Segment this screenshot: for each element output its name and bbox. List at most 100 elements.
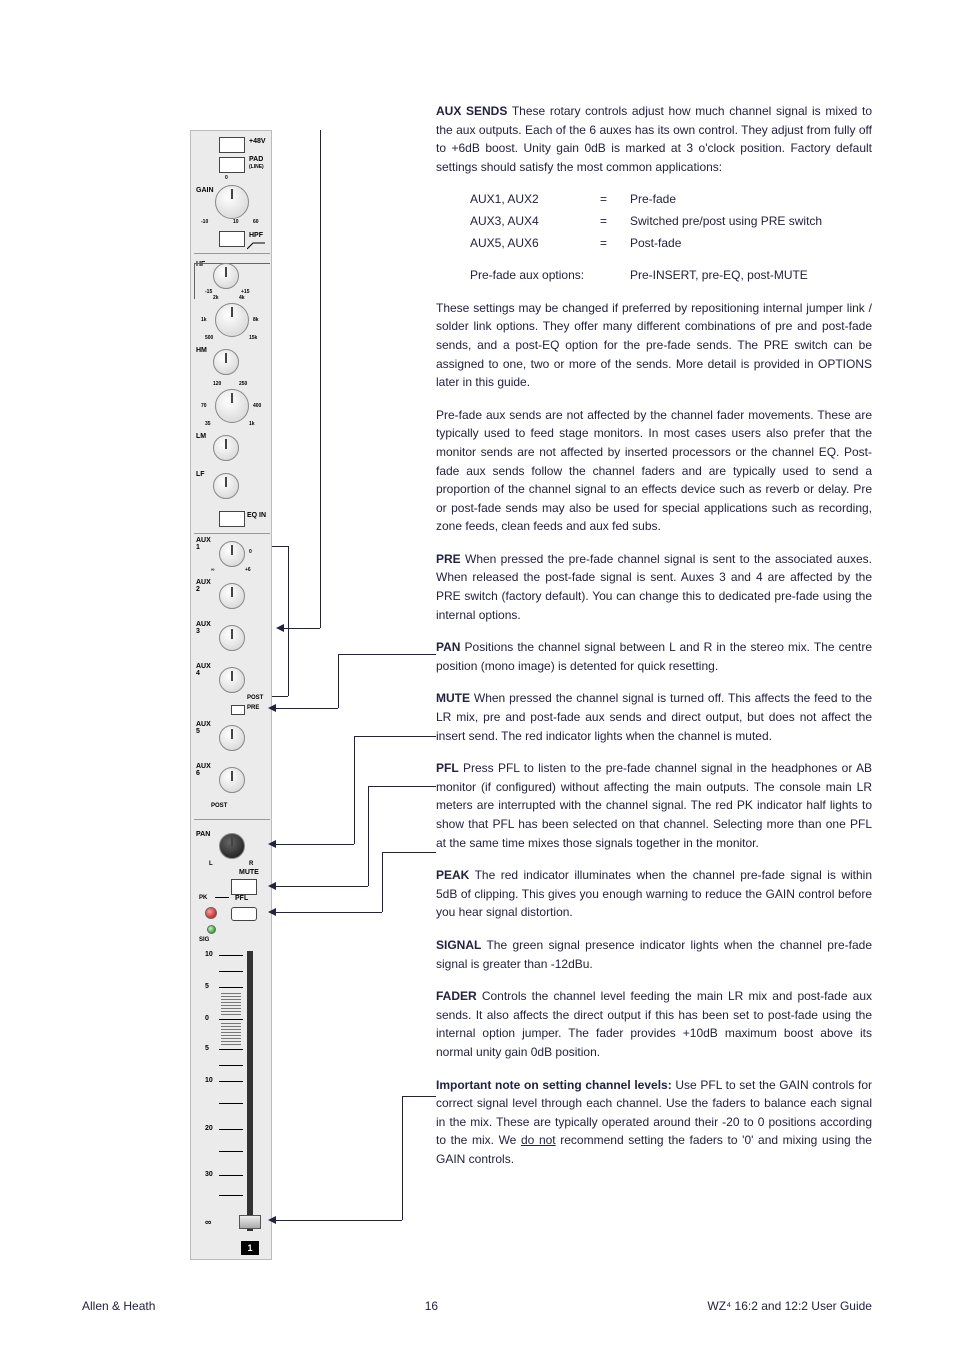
hm-gain-knob [213, 349, 239, 375]
gain-mark: 0 [225, 175, 228, 181]
aux-arrowhead [276, 624, 284, 632]
eqin-label: EQ IN [247, 512, 266, 519]
tick [219, 1195, 243, 1196]
lm-gain-knob [213, 435, 239, 461]
lead-signal: SIGNAL [436, 938, 481, 952]
p48v-label: +48V [249, 138, 266, 145]
lead-pfl: PFL [436, 761, 459, 775]
pre-arrowhead [268, 704, 276, 712]
fader-arrow-h [272, 1220, 402, 1221]
tick [219, 1081, 243, 1082]
para-fader: FADER Controls the channel level feeding… [436, 987, 872, 1061]
text-pfl: Press PFL to listen to the pre-fade chan… [436, 761, 872, 849]
text-pre: When pressed the pre-fade channel signal… [436, 552, 872, 622]
lf-knob [213, 473, 239, 499]
mark: 120 [213, 381, 221, 387]
fader-arrow-v [402, 1096, 403, 1220]
pfl-arrow-h2 [382, 852, 436, 853]
mark: 70 [201, 403, 207, 409]
cell: Pre-INSERT, pre-EQ, post-MUTE [630, 266, 872, 285]
signal-led [207, 925, 216, 934]
lead-mute: MUTE [436, 691, 470, 705]
lead-peak: PEAK [436, 868, 469, 882]
tick [219, 1049, 243, 1050]
tick [219, 1129, 243, 1130]
gain-mark: 10 [233, 219, 239, 225]
cell: Pre-fade aux options: [470, 266, 630, 285]
pfl-arrowhead [268, 908, 276, 916]
mark: 2k [213, 295, 219, 301]
aux-opt-row: Pre-fade aux options:Pre-INSERT, pre-EQ,… [470, 266, 872, 285]
aux2-knob [219, 583, 245, 609]
aux6-label: AUX 6 [196, 763, 211, 777]
aux2-label: AUX 2 [196, 579, 211, 593]
mute-button [231, 879, 257, 895]
aux-row: AUX3, AUX4=Switched pre/post using PRE s… [470, 212, 872, 231]
tick [219, 1019, 243, 1020]
fader-grid [221, 993, 241, 1015]
text-peak: The red indicator illuminates when the c… [436, 868, 872, 919]
aux5-knob [219, 725, 245, 751]
pan-arrow-h [272, 844, 354, 845]
para-prefade-info: Pre-fade aux sends are not affected by t… [436, 406, 872, 536]
scale-20: 20 [205, 1125, 213, 1132]
p48v-button [219, 137, 245, 153]
text-signal: The green signal presence indicator ligh… [436, 938, 872, 971]
text-pan: Positions the channel signal between L a… [436, 640, 872, 673]
cell: Post-fade [630, 234, 872, 253]
mark: 1k [249, 421, 255, 427]
mute-arrowhead [268, 882, 276, 890]
pfl-arrow-h [272, 912, 382, 913]
pan-label: PAN [196, 831, 210, 838]
pk-label: PK [199, 895, 207, 901]
mark: 1k [201, 317, 207, 323]
pre-label: PRE [247, 705, 259, 711]
gain-label: GAIN [196, 187, 214, 194]
hf-knob [213, 263, 239, 289]
pre-switch [231, 705, 245, 715]
lead-fader: FADER [436, 989, 477, 1003]
pk-line [215, 897, 229, 898]
hpf-label: HPF [249, 232, 263, 239]
pad-button [219, 157, 245, 173]
cell: Switched pre/post using PRE switch [630, 212, 872, 231]
lead-aux-sends: AUX SENDS [436, 104, 507, 118]
scale-0: 0 [205, 1015, 209, 1022]
aux3-label: AUX 3 [196, 621, 211, 635]
tick [219, 971, 243, 972]
pre-arrow-v [338, 654, 339, 708]
para-pfl: PFL Press PFL to listen to the pre-fade … [436, 759, 872, 852]
tick [219, 955, 243, 956]
scale-5p: 5 [205, 983, 209, 990]
pan-arrow-h2 [354, 736, 436, 737]
cell: = [600, 234, 630, 253]
aux1-label: AUX 1 [196, 537, 211, 551]
mute-arrow-h2 [368, 786, 436, 787]
pfl-label: PFL [235, 895, 248, 902]
scale-5: 5 [205, 1045, 209, 1052]
fader-track [247, 951, 253, 1231]
pan-arrowhead [268, 840, 276, 848]
mark: 35 [205, 421, 211, 427]
channel-strip: +48V PAD (LINE) GAIN 0 -10 10 60 HPF HF … [190, 130, 272, 1260]
scale-30: 30 [205, 1171, 213, 1178]
mark: 8k [253, 317, 259, 323]
aux4-knob [219, 667, 245, 693]
pan-knob [219, 833, 245, 859]
cell: = [600, 190, 630, 209]
para-pan: PAN Positions the channel signal between… [436, 638, 872, 675]
para-important: Important note on setting channel levels… [436, 1076, 872, 1169]
mute-arrow-h [272, 886, 368, 887]
hm-freq-knob [215, 303, 249, 337]
peak-led [205, 907, 217, 919]
cell: AUX3, AUX4 [470, 212, 600, 231]
tick [219, 987, 243, 988]
fader-knob [239, 1215, 261, 1229]
separator [194, 253, 270, 254]
cell: Pre-fade [630, 190, 872, 209]
para-pre: PRE When pressed the pre-fade channel si… [436, 550, 872, 624]
hm-label: HM [196, 347, 207, 354]
para-aux-sends: AUX SENDS These rotary controls adjust h… [436, 102, 872, 176]
aux-row: AUX1, AUX2=Pre-fade [470, 190, 872, 209]
pre-arrow-h [272, 708, 338, 709]
